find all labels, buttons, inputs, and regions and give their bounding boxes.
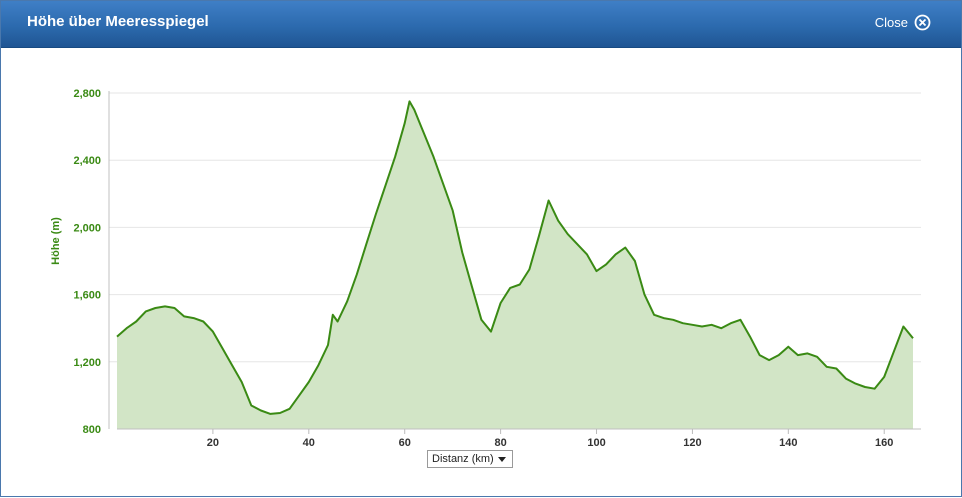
y-tick-label: 800 — [83, 424, 101, 436]
close-label: Close — [874, 15, 908, 30]
dialog-title: Höhe über Meeresspiegel — [27, 13, 209, 30]
dialog-titlebar: Höhe über Meeresspiegel Close — [1, 1, 961, 48]
x-tick-label: 60 — [399, 437, 411, 448]
x-tick-label: 80 — [494, 437, 506, 448]
x-axis-label: Distanz (km) — [432, 453, 494, 465]
x-tick-label: 140 — [779, 437, 797, 448]
chart-area: 800 1,200 1,600 2,000 2,400 2,800 20 40 60 80 100… — [1, 48, 962, 498]
close-icon — [914, 14, 931, 31]
y-tick-label: 2,400 — [73, 155, 101, 167]
y-tick-label: 2,800 — [73, 88, 101, 100]
close-button[interactable]: Close — [875, 14, 931, 31]
chevron-down-icon — [498, 457, 506, 462]
x-tick-label: 40 — [303, 437, 315, 448]
x-axis-unit-select[interactable]: Distanz (km) — [427, 450, 513, 468]
elevation-chart: 800 1,200 1,600 2,000 2,400 2,800 20 40 60 80 100… — [50, 88, 921, 449]
elevation-area-fill — [117, 101, 913, 430]
x-tick-label: 20 — [207, 437, 219, 448]
elevation-series-line — [116, 100, 914, 415]
x-tick-label: 160 — [875, 437, 893, 448]
y-tick-label: 1,600 — [73, 290, 101, 302]
x-tick-label: 120 — [683, 437, 701, 448]
x-tick-labels: 20 40 60 80 100 120 140 160 — [207, 429, 893, 449]
y-tick-label: 2,000 — [73, 222, 101, 234]
y-axis-label: Höhe (m) — [50, 217, 62, 265]
y-tick-labels: 800 1,200 1,600 2,000 2,400 2,800 — [73, 88, 101, 436]
y-tick-label: 1,200 — [73, 357, 101, 369]
x-tick-label: 100 — [587, 437, 605, 448]
